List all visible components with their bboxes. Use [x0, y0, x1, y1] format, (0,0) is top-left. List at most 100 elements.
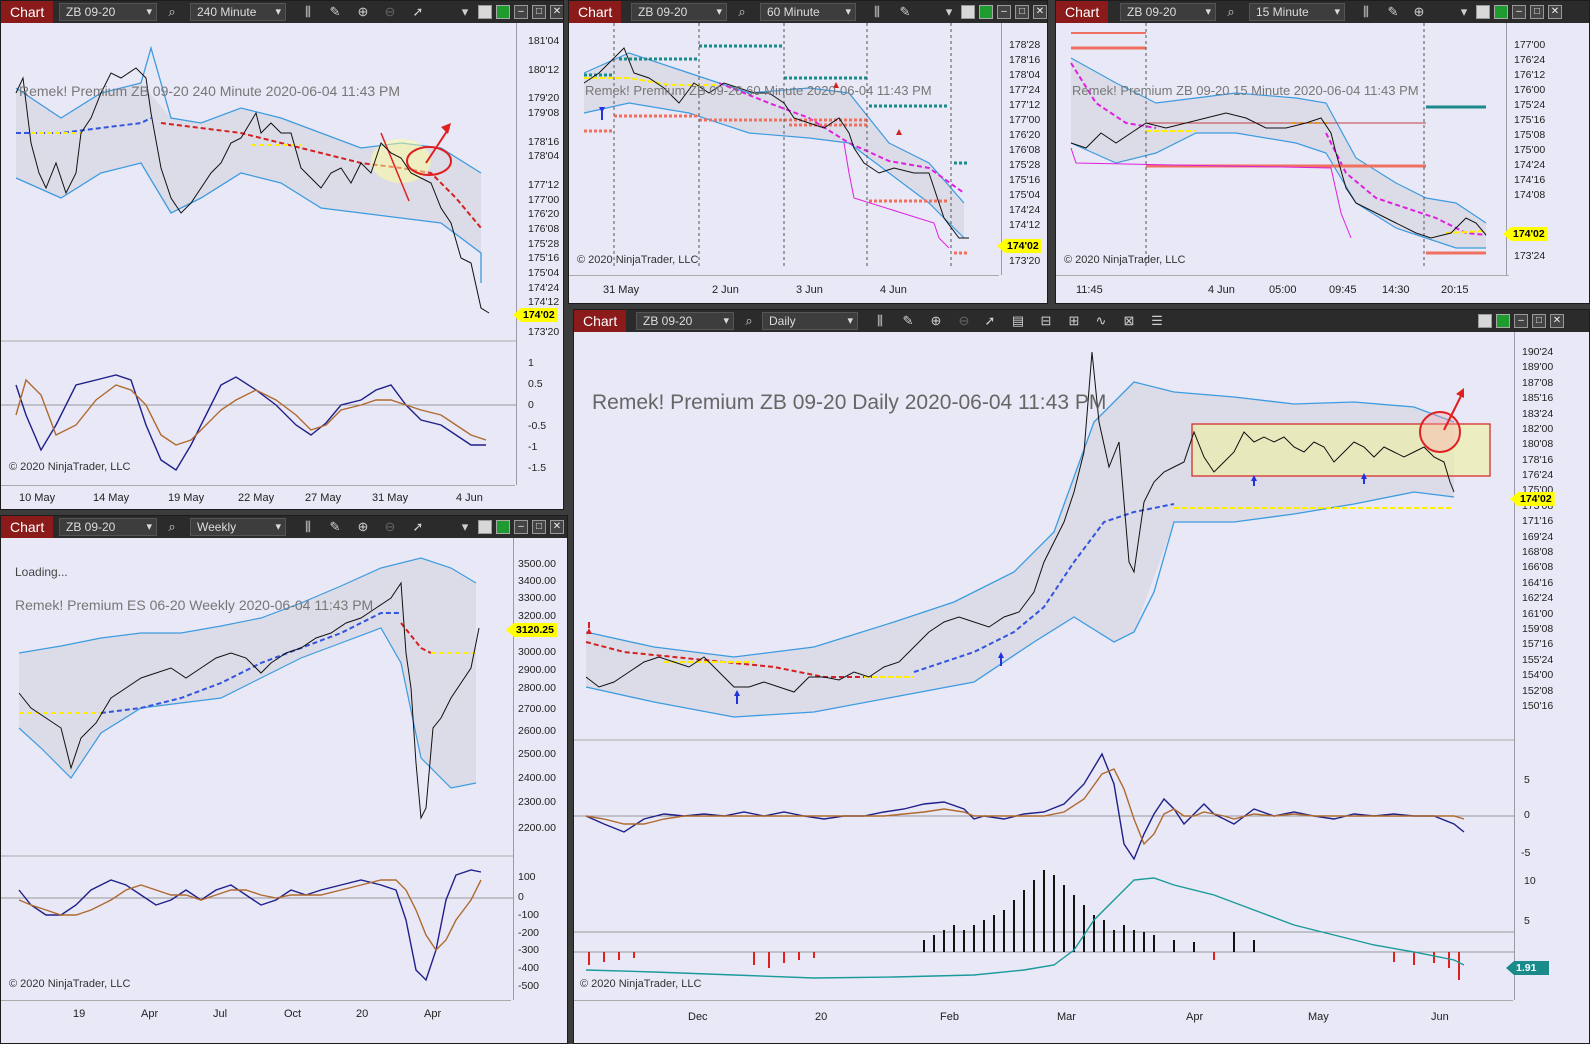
bar-style-icon[interactable]: ⫼: [1363, 4, 1369, 19]
minimize-button[interactable]: –: [514, 5, 528, 19]
bar-style-icon[interactable]: ⫼: [874, 4, 880, 19]
price-label: 175'04: [528, 267, 560, 279]
chart-tab[interactable]: Chart: [569, 1, 622, 23]
window-green-button[interactable]: [979, 5, 993, 19]
cursor-icon[interactable]: ➚: [984, 313, 996, 328]
instrument-selector[interactable]: ZB 09-20 ▾: [1120, 3, 1216, 21]
window-white-button[interactable]: [478, 520, 492, 534]
last-price-tag: 174'02: [513, 308, 558, 322]
chart-body[interactable]: Remek! Premium ZB 09-20 240 Minute 2020-…: [1, 23, 563, 509]
interval-selector[interactable]: 15 Minute ▾: [1249, 3, 1345, 21]
date-label: 2 Jun: [712, 284, 739, 296]
window-white-button[interactable]: [1478, 314, 1492, 328]
close-button[interactable]: ✕: [1550, 314, 1564, 328]
price-label: 152'08: [1522, 685, 1554, 697]
zoom-in-icon[interactable]: ⊕: [1413, 4, 1425, 19]
price-label: 161'00: [1522, 608, 1554, 620]
close-button[interactable]: ✕: [550, 520, 564, 534]
zoom-out-icon[interactable]: ⊖: [958, 313, 970, 328]
minimize-button[interactable]: –: [1512, 5, 1526, 19]
maximize-button[interactable]: □: [532, 520, 546, 534]
instrument-selector[interactable]: ZB 09-20 ▾: [59, 3, 157, 21]
instrument-selector[interactable]: ZB 09-20 ▾: [631, 3, 727, 21]
bar-style-icon[interactable]: ⫼: [305, 519, 311, 534]
chart-body[interactable]: Loading... Remek! Premium ES 06-20 Weekl…: [1, 538, 567, 1043]
window-white-button[interactable]: [478, 5, 492, 19]
copyright-text: © 2020 NinjaTrader, LLC: [1064, 254, 1186, 266]
zoom-out-icon[interactable]: ⊖: [384, 4, 396, 19]
minimize-button[interactable]: –: [514, 520, 528, 534]
chart-body[interactable]: Remek! Premium ZB 09-20 15 Minute 2020-0…: [1056, 23, 1589, 303]
maximize-button[interactable]: □: [1532, 314, 1546, 328]
properties-icon[interactable]: ⊟: [1040, 313, 1052, 328]
pencil-icon[interactable]: ✎: [1387, 4, 1399, 19]
templates-icon[interactable]: ⊠: [1123, 313, 1135, 328]
instrument-selector[interactable]: ZB 09-20 ▾: [59, 518, 157, 536]
pencil-icon[interactable]: ✎: [329, 4, 341, 19]
search-icon[interactable]: ⌕: [745, 313, 753, 328]
instrument-selector[interactable]: ZB 09-20 ▾: [636, 312, 734, 330]
candlesticks: [15, 67, 490, 314]
search-icon[interactable]: ⌕: [1227, 4, 1235, 19]
chevron-down-icon: ▾: [146, 521, 152, 533]
window-white-button[interactable]: [1476, 5, 1490, 19]
bar-style-icon[interactable]: ⫼: [305, 4, 311, 19]
window-green-button[interactable]: [1494, 5, 1508, 19]
price-label: 185'16: [1522, 392, 1554, 404]
more-chevron-icon[interactable]: ▾: [1460, 4, 1468, 19]
date-label: 4 Jun: [880, 284, 907, 296]
interval-selector[interactable]: Daily ▾: [762, 312, 858, 330]
cursor-icon[interactable]: ➚: [412, 4, 424, 19]
maximize-button[interactable]: □: [1530, 5, 1544, 19]
chart-tab[interactable]: Chart: [1, 516, 54, 538]
chart-tab[interactable]: Chart: [1056, 1, 1109, 23]
data-box-icon[interactable]: ▤: [1011, 313, 1025, 328]
chart-body[interactable]: Remek! Premium ZB 09-20 Daily 2020-06-04…: [574, 332, 1589, 1043]
strategies-icon[interactable]: ⊞: [1068, 313, 1080, 328]
price-label: 3300.00: [518, 592, 556, 604]
bar-style-icon[interactable]: ⫼: [877, 313, 883, 328]
chart-body[interactable]: Remek! Premium ZB 09-20 60 Minute 2020-0…: [569, 23, 1047, 303]
cursor-icon[interactable]: ➚: [412, 519, 424, 534]
osc-label: -200: [518, 927, 540, 939]
zoom-in-icon[interactable]: ⊕: [357, 4, 369, 19]
pencil-icon[interactable]: ✎: [899, 4, 911, 19]
window-white-button[interactable]: [961, 5, 975, 19]
minimize-button[interactable]: –: [997, 5, 1011, 19]
search-icon[interactable]: ⌕: [738, 4, 746, 19]
close-button[interactable]: ✕: [1033, 5, 1047, 19]
date-label: 4 Jun: [456, 492, 483, 504]
more-chevron-icon[interactable]: ▾: [461, 519, 469, 534]
window-green-button[interactable]: [496, 5, 510, 19]
window-green-button[interactable]: [1496, 314, 1510, 328]
date-label: 09:45: [1329, 284, 1357, 296]
interval-selector[interactable]: 240 Minute ▾: [190, 3, 286, 21]
maximize-button[interactable]: □: [1015, 5, 1029, 19]
chart-tab[interactable]: Chart: [1, 1, 54, 23]
price-label: 174'24: [1009, 204, 1041, 216]
list-icon[interactable]: ☰: [1151, 313, 1163, 328]
close-button[interactable]: ✕: [550, 5, 563, 19]
minimize-button[interactable]: –: [1514, 314, 1528, 328]
search-icon[interactable]: ⌕: [168, 519, 176, 534]
zoom-in-icon[interactable]: ⊕: [357, 519, 369, 534]
indicators-icon[interactable]: ∿: [1095, 313, 1107, 328]
price-label: 173'20: [1009, 255, 1041, 267]
pencil-icon[interactable]: ✎: [902, 313, 914, 328]
zoom-in-icon[interactable]: ⊕: [930, 313, 942, 328]
interval-selector[interactable]: 60 Minute ▾: [760, 3, 856, 21]
pencil-icon[interactable]: ✎: [329, 519, 341, 534]
close-button[interactable]: ✕: [1548, 5, 1562, 19]
chart-tab[interactable]: Chart: [574, 310, 627, 332]
search-icon[interactable]: ⌕: [168, 4, 176, 19]
interval-value: 60 Minute: [767, 5, 820, 19]
maximize-button[interactable]: □: [532, 5, 546, 19]
date-label: 31 May: [603, 284, 640, 296]
more-chevron-icon[interactable]: ▾: [945, 4, 953, 19]
window-toolbar: Chart ZB 09-20 ▾ ⌕ Weekly ▾ ⫼ ✎ ⊕ ⊖ ➚ ▾ – …: [1, 516, 567, 538]
window-green-button[interactable]: [496, 520, 510, 534]
more-chevron-icon[interactable]: ▾: [461, 4, 469, 19]
zoom-out-icon[interactable]: ⊖: [384, 519, 396, 534]
interval-selector[interactable]: Weekly ▾: [190, 518, 286, 536]
volume-tag: 1.91: [1506, 961, 1549, 975]
